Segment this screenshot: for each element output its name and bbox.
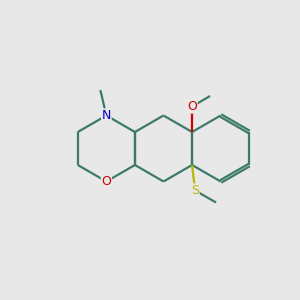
Text: S: S [191,184,199,197]
Text: N: N [102,109,111,122]
Text: O: O [187,100,197,113]
Text: O: O [101,175,111,188]
